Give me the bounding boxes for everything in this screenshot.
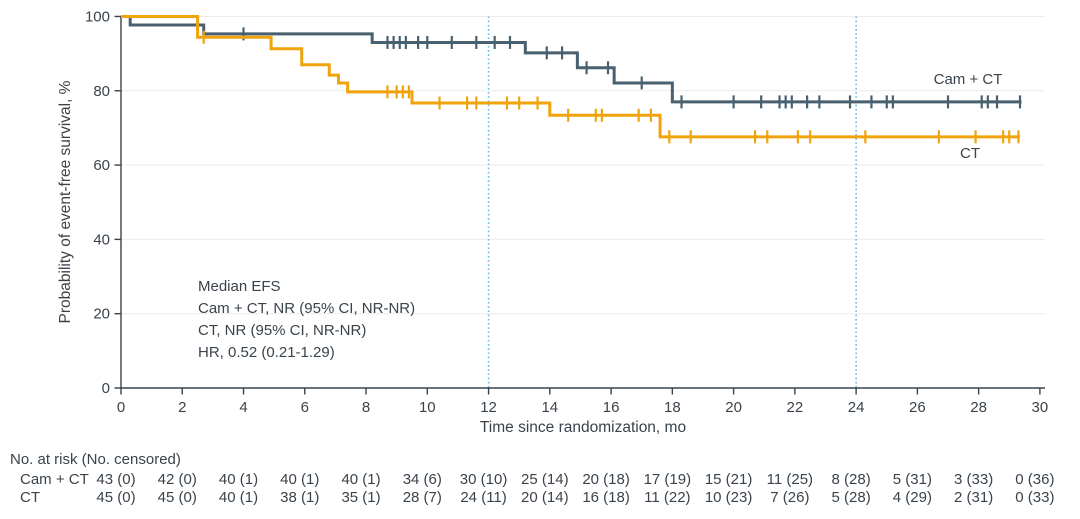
risk-cell: 40 (1)	[219, 489, 258, 506]
risk-cell: 11 (25)	[767, 471, 813, 488]
risk-cell: 8 (28)	[832, 471, 871, 488]
y-tick-label-40: 40	[93, 231, 110, 248]
risk-cell: 40 (1)	[341, 471, 380, 488]
risk-cell: 15 (21)	[705, 471, 753, 488]
x-tick-label-26: 26	[909, 399, 926, 416]
risk-cell: 2 (31)	[954, 489, 993, 506]
risk-cell: 0 (36)	[1015, 471, 1054, 488]
x-tick-label-20: 20	[725, 399, 742, 416]
risk-cell: 30 (10)	[460, 471, 508, 488]
risk-cell: 38 (1)	[280, 489, 319, 506]
risk-cell: 5 (31)	[893, 471, 932, 488]
risk-cell: 34 (6)	[403, 471, 442, 488]
x-tick-label-6: 6	[301, 399, 309, 416]
y-tick-label-20: 20	[93, 306, 110, 323]
risk-cell: 16 (18)	[582, 489, 630, 506]
x-tick-label-22: 22	[787, 399, 804, 416]
risk-cell: 28 (7)	[403, 489, 442, 506]
x-tick-label-14: 14	[541, 399, 558, 416]
x-tick-label-24: 24	[848, 399, 865, 416]
annotation-line-cam-ct: Cam + CT, NR (95% CI, NR-NR)	[198, 300, 415, 317]
risk-table-values: 43 (0) 42 (0) 40 (1) 40 (1) 40 (1) 34 (6) 30 (…	[96, 471, 1054, 506]
risk-cell: 11 (22)	[644, 489, 690, 506]
annotation-line-hr: HR, 0.52 (0.21-1.29)	[198, 344, 335, 361]
risk-cell: 10 (23)	[705, 489, 753, 506]
y-tick-label-60: 60	[93, 157, 110, 174]
km-curve-ct	[121, 14, 1020, 139]
x-tick-label-30: 30	[1032, 399, 1049, 416]
x-tick-label-4: 4	[239, 399, 247, 416]
x-tick-label-12: 12	[480, 399, 497, 416]
x-tick-label-28: 28	[970, 399, 987, 416]
annotation-line-median-efs: Median EFS	[198, 278, 281, 295]
risk-cell: 43 (0)	[96, 471, 135, 488]
reference-lines	[487, 16, 857, 388]
risk-table-header: No. at risk (No. censored)	[10, 451, 181, 468]
survival-curves	[121, 14, 1022, 144]
risk-cell: 45 (0)	[96, 489, 135, 506]
x-tick-label-2: 2	[178, 399, 186, 416]
x-tick-label-18: 18	[664, 399, 681, 416]
risk-cell: 42 (0)	[158, 471, 197, 488]
km-curve-cam-ct	[121, 14, 1022, 104]
curve-label-cam-ct: Cam + CT	[934, 71, 1003, 88]
axes	[114, 15, 1045, 395]
annotation-line-ct: CT, NR (95% CI, NR-NR)	[198, 322, 366, 339]
x-axis-title: Time since randomization, mo	[480, 419, 686, 436]
risk-cell: 45 (0)	[158, 489, 197, 506]
y-tick-label-100: 100	[85, 8, 110, 25]
risk-cell: 25 (14)	[521, 471, 569, 488]
risk-cell: 40 (1)	[280, 471, 319, 488]
risk-cell: 4 (29)	[893, 489, 932, 506]
median-efs-annotation: Median EFS Cam + CT, NR (95% CI, NR-NR) …	[198, 278, 415, 361]
y-tick-label-0: 0	[102, 380, 110, 397]
y-tick-label-80: 80	[93, 83, 110, 100]
x-tick-label-10: 10	[419, 399, 436, 416]
risk-cell: 3 (33)	[954, 471, 993, 488]
gridlines	[121, 15, 1045, 315]
x-tick-label-8: 8	[362, 399, 370, 416]
risk-cell: 35 (1)	[341, 489, 380, 506]
risk-cell: 20 (14)	[521, 489, 569, 506]
risk-cell: 24 (11)	[460, 489, 506, 506]
curve-label-ct: CT	[960, 145, 980, 162]
number-at-risk-table: No. at risk (No. censored) Cam + CT CT 4…	[10, 451, 1054, 506]
risk-cell: 17 (19)	[644, 471, 692, 488]
risk-row-label-ct: CT	[20, 489, 40, 506]
x-tick-label-16: 16	[603, 399, 620, 416]
x-tick-label-0: 0	[117, 399, 125, 416]
risk-cell: 5 (28)	[832, 489, 871, 506]
risk-cell: 0 (33)	[1015, 489, 1054, 506]
risk-cell: 20 (18)	[582, 471, 630, 488]
risk-row-label-cam-ct: Cam + CT	[20, 471, 89, 488]
risk-cell: 7 (26)	[770, 489, 809, 506]
risk-cell: 40 (1)	[219, 471, 258, 488]
y-axis-title: Probability of event-free survival, %	[57, 80, 74, 323]
